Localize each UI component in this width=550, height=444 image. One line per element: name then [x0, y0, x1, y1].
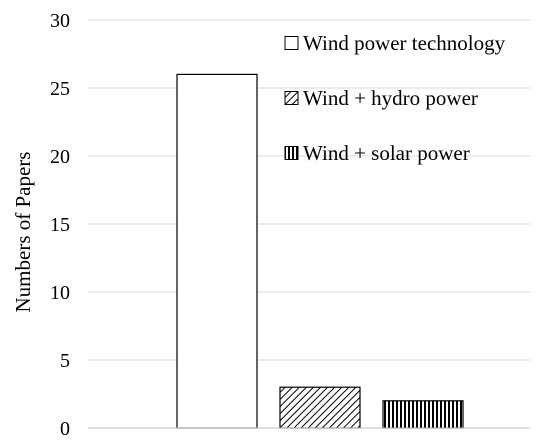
legend-swatch — [284, 146, 299, 160]
legend: Wind power technology Wind + hydro power W… — [284, 31, 506, 165]
legend-swatch — [284, 36, 299, 50]
legend-label: Wind + hydro power — [303, 86, 478, 110]
bars — [176, 73, 464, 429]
gridlines — [88, 19, 530, 361]
y-tick-label: 5 — [60, 350, 70, 372]
legend-swatch — [284, 91, 299, 105]
y-tick-label: 0 — [60, 418, 70, 440]
bar-wind-solar-power — [382, 400, 464, 429]
bar-wind-hydro-power — [279, 386, 361, 429]
y-tick-label: 25 — [50, 78, 70, 100]
y-tick-label: 20 — [50, 146, 70, 168]
y-tick-label: 10 — [50, 282, 70, 304]
y-tick-label: 30 — [50, 10, 70, 32]
y-axis-title: Numbers of Papers — [11, 152, 35, 313]
legend-label: Wind power technology — [303, 31, 506, 55]
legend-label: Wind + solar power — [303, 141, 470, 165]
y-tick-label: 15 — [50, 214, 70, 236]
bar-wind-power-technology — [176, 73, 258, 429]
y-axis-ticks: 0 5 10 15 20 25 30 — [50, 10, 70, 440]
